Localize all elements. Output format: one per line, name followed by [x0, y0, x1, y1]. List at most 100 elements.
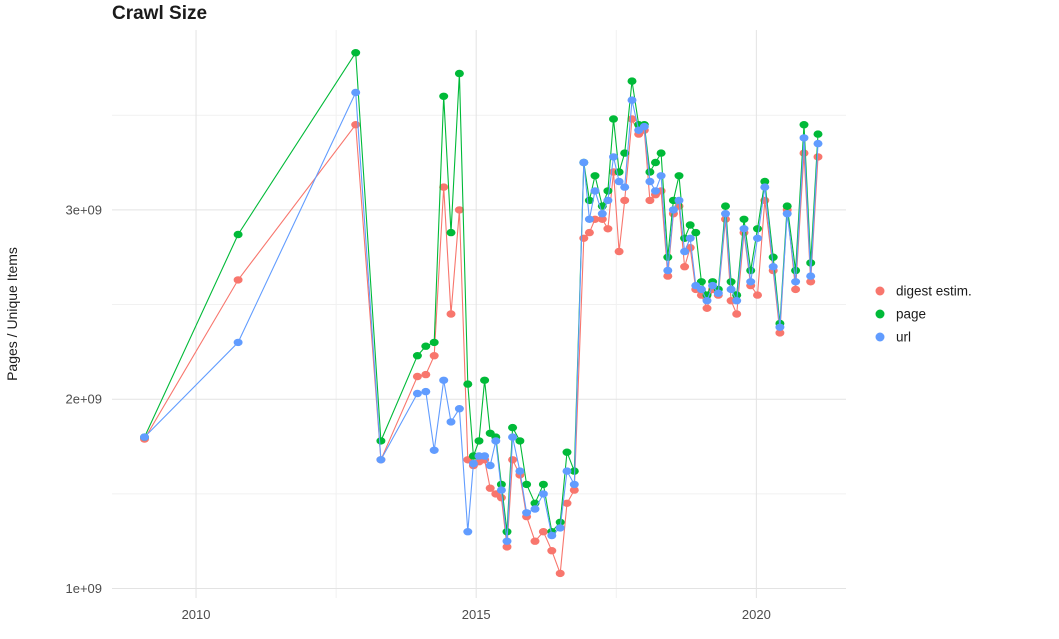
data-point-url [412, 389, 422, 398]
data-point-url [620, 183, 630, 191]
data-point-url [614, 177, 624, 186]
data-point-digest-estim [485, 484, 495, 492]
data-point-digest-estim [412, 372, 422, 381]
data-point-page [609, 115, 618, 123]
data-point-page [555, 518, 565, 526]
data-point-url [485, 461, 495, 470]
data-point-page [421, 342, 431, 350]
data-point-url [651, 187, 660, 195]
data-point-page [439, 92, 449, 101]
data-point-url [627, 96, 637, 104]
data-point-page [538, 480, 548, 489]
data-point-url [639, 122, 649, 131]
legend-key-page [875, 309, 885, 319]
data-point-digest-estim [562, 499, 572, 507]
data-point-digest-estim [614, 247, 624, 256]
data-point-url [530, 505, 540, 513]
data-point-digest-estim [351, 121, 361, 129]
data-point-url [491, 437, 501, 445]
data-point-url [351, 88, 361, 97]
data-point-url [806, 272, 816, 280]
data-point-digest-estim [538, 528, 548, 536]
data-point-url [713, 289, 723, 297]
data-point-page [768, 253, 778, 261]
y-tick-label: 2e+09 [65, 392, 102, 407]
data-point-page [739, 215, 749, 223]
data-point-digest-estim [597, 215, 607, 223]
data-point-url [555, 524, 565, 532]
data-point-page [782, 202, 792, 210]
data-point-page [496, 480, 506, 489]
x-tick-label: 2015 [462, 607, 491, 622]
data-point-url [140, 433, 149, 441]
data-point-page [753, 225, 762, 233]
data-point-url [480, 452, 490, 460]
series-page [140, 49, 823, 536]
data-point-page [515, 437, 525, 445]
data-point-url [446, 418, 456, 426]
data-point-page [474, 437, 484, 445]
x-tick-label: 2020 [742, 607, 771, 622]
data-point-url [603, 196, 613, 205]
data-point-page [656, 149, 666, 157]
data-point-url [702, 297, 712, 305]
data-point-url [753, 234, 762, 242]
data-point-url [813, 139, 823, 148]
series-line-url [144, 90, 819, 542]
data-point-url [696, 285, 706, 294]
data-point-url [645, 177, 655, 186]
data-point-page [446, 228, 456, 237]
data-point-digest-estim [753, 291, 762, 299]
data-point-url [463, 528, 473, 536]
data-point-url [502, 537, 512, 545]
data-point-page [663, 253, 673, 261]
legend-key-digest-estim [875, 286, 885, 296]
data-point-url [547, 531, 557, 540]
data-point-digest-estim [702, 304, 712, 312]
data-point-page [645, 168, 655, 176]
data-point-url [538, 490, 548, 498]
data-point-digest-estim [530, 537, 540, 545]
data-point-page [746, 266, 756, 275]
legend-item-url: url [875, 330, 911, 345]
data-point-url [562, 467, 572, 475]
data-point-digest-estim [439, 183, 449, 191]
series-url [140, 88, 823, 545]
data-point-page [806, 259, 816, 267]
data-point-digest-estim [680, 263, 690, 271]
data-point-url [663, 266, 673, 275]
data-point-url [579, 158, 589, 167]
data-point-digest-estim [454, 206, 464, 214]
minor-gridlines [112, 30, 846, 598]
y-axis-tick-labels: 1e+09 2e+09 3e+09 [65, 202, 102, 596]
data-point-digest-estim [508, 456, 518, 464]
major-gridlines [112, 30, 846, 598]
legend-label-url: url [896, 330, 911, 345]
data-point-digest-estim [603, 225, 613, 233]
data-point-page [674, 172, 684, 180]
data-point-url [799, 134, 809, 142]
data-point-digest-estim [547, 547, 557, 555]
data-point-digest-estim [791, 285, 801, 294]
data-point-page [651, 158, 660, 167]
data-point-url [685, 234, 695, 242]
series-line-digest-estim [144, 116, 819, 574]
x-axis-tick-labels: 2010 2015 2020 [182, 607, 771, 622]
data-point-url [609, 153, 618, 161]
data-point-page [376, 437, 386, 445]
data-point-url [496, 486, 506, 494]
data-point-page [791, 266, 801, 275]
x-tick-label: 2010 [182, 607, 211, 622]
data-point-digest-estim [620, 196, 630, 205]
y-tick-label: 3e+09 [65, 202, 102, 217]
legend-label-page: page [896, 307, 926, 322]
data-point-url [739, 225, 749, 233]
data-point-digest-estim [663, 272, 673, 280]
data-point-page [562, 448, 572, 456]
data-point-url [429, 446, 439, 454]
data-point-url [439, 376, 449, 384]
data-point-url [597, 210, 607, 218]
data-point-url [721, 210, 730, 218]
data-point-url [782, 210, 792, 218]
